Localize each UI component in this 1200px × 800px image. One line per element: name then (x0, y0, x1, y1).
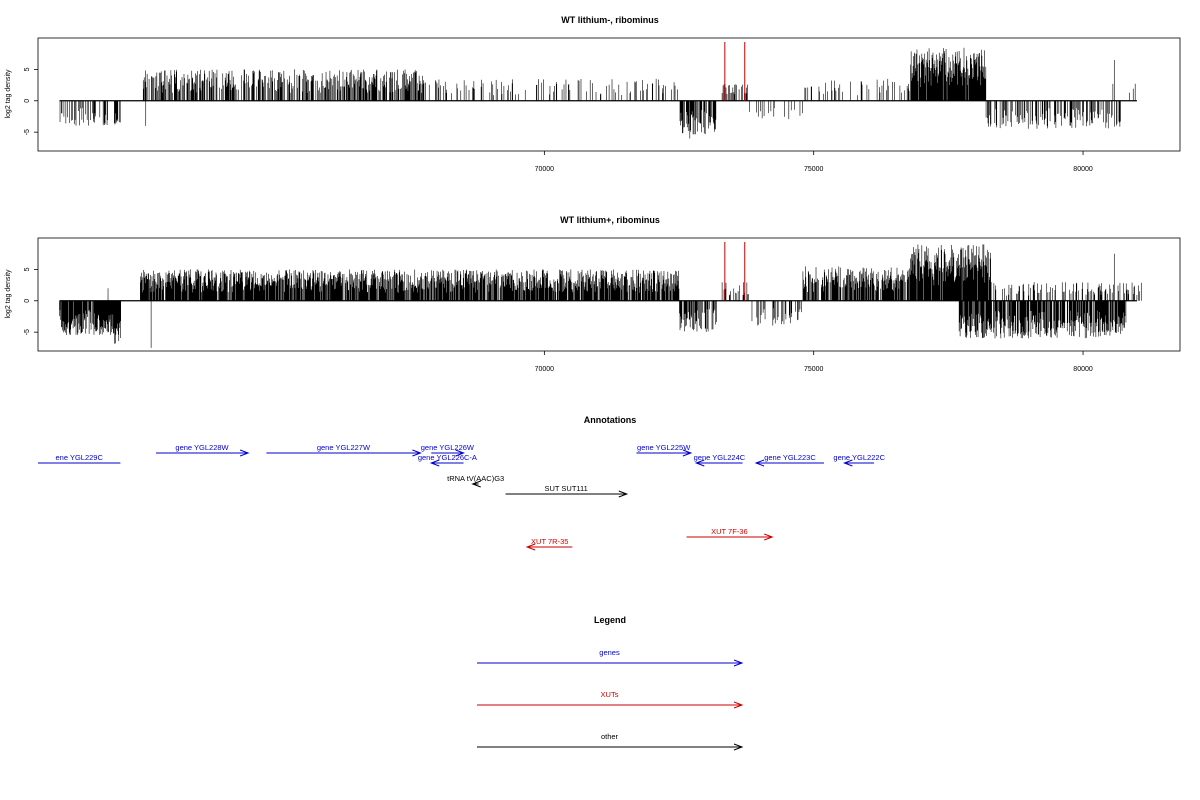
annotation-label: gene YGL223C (764, 453, 816, 462)
legend-item: other (477, 732, 744, 751)
x-tick-label: 75000 (804, 366, 824, 373)
plot-panel-lithium-plus: WT lithium+, ribominus log2 tag density … (5, 215, 1181, 373)
plot-title: WT lithium-, ribominus (561, 15, 659, 25)
annotation-label: gene YGL228W (175, 443, 229, 452)
signal-marks (59, 42, 1137, 139)
annotation-feature: gene YGL226C-A (418, 453, 477, 467)
axes: 70000 75000 80000 -5 0 5 (24, 267, 1093, 373)
signal-bars (59, 47, 1136, 139)
annotation-label: gene YGL226W (421, 443, 475, 452)
x-tick-label: 80000 (1073, 366, 1093, 373)
y-tick-label: 5 (24, 267, 31, 271)
annotation-label: tRNA tV(AAC)G3 (447, 474, 504, 483)
annotations-title: Annotations (584, 415, 637, 425)
annotation-feature: XUT 7F-36 (686, 527, 774, 541)
annotation-feature: XUT 7R-35 (525, 537, 573, 551)
y-tick-label: -5 (24, 129, 31, 135)
annotation-label: gene YGL222C (833, 453, 885, 462)
annotation-label: ene YGL229C (56, 453, 104, 462)
legend-item: XUTs (477, 690, 744, 709)
annotation-feature: gene YGL222C (833, 453, 886, 467)
annotation-feature: tRNA tV(AAC)G3 (447, 474, 504, 488)
legend-item: genes (477, 648, 744, 667)
y-axis-label: log2 tag density (5, 269, 12, 319)
annotation-feature: SUT SUT111 (505, 484, 629, 498)
annotation-label: gene YGL227W (317, 443, 371, 452)
annotation-feature: gene YGL223C (754, 453, 824, 467)
annotation-label: gene YGL225W (637, 443, 691, 452)
signal-bars (59, 244, 1142, 348)
signal-marks (59, 242, 1142, 348)
annotation-label: XUT 7R-35 (531, 537, 568, 546)
y-tick-label: -5 (24, 329, 31, 335)
legend-items: genes XUTs other (477, 648, 744, 751)
annotation-label: SUT SUT111 (544, 484, 587, 493)
y-tick-label: 5 (24, 67, 31, 71)
annotation-feature: gene YGL228W (155, 443, 250, 457)
annotation-label: XUT 7F-36 (711, 527, 748, 536)
annotation-feature: ene YGL229C (38, 453, 121, 464)
annotation-feature: gene YGL224C (694, 453, 746, 467)
x-tick-label: 70000 (535, 166, 555, 173)
y-axis-label: log2 tag density (5, 69, 12, 119)
y-tick-label: 0 (24, 99, 31, 103)
legend-title: Legend (594, 615, 626, 625)
plot-title: WT lithium+, ribominus (560, 215, 660, 225)
annotation-feature: gene YGL226W (421, 443, 475, 457)
annotations-panel: Annotations ene YGL229C gene YGL228W gene … (38, 415, 886, 551)
y-tick-label: 0 (24, 299, 31, 303)
legend-panel: Legend genes XUTs other (477, 615, 744, 751)
x-tick-label: 70000 (535, 366, 555, 373)
x-tick-label: 75000 (804, 166, 824, 173)
annotation-feature: gene YGL225W (636, 443, 693, 457)
axes: 70000 75000 80000 -5 0 5 (24, 67, 1093, 173)
annotation-features: ene YGL229C gene YGL228W gene YGL227W gene … (38, 443, 886, 551)
plot-panel-lithium-minus: WT lithium-, ribominus log2 tag density … (5, 15, 1181, 173)
legend-label: genes (599, 648, 620, 657)
annotation-feature: gene YGL227W (266, 443, 422, 457)
plot-frame (37, 237, 1181, 352)
plot-frame (37, 37, 1181, 152)
legend-label: XUTs (601, 690, 619, 699)
annotation-label: gene YGL226C-A (418, 453, 477, 462)
x-tick-label: 80000 (1073, 166, 1093, 173)
annotation-label: gene YGL224C (694, 453, 746, 462)
legend-label: other (601, 732, 619, 741)
